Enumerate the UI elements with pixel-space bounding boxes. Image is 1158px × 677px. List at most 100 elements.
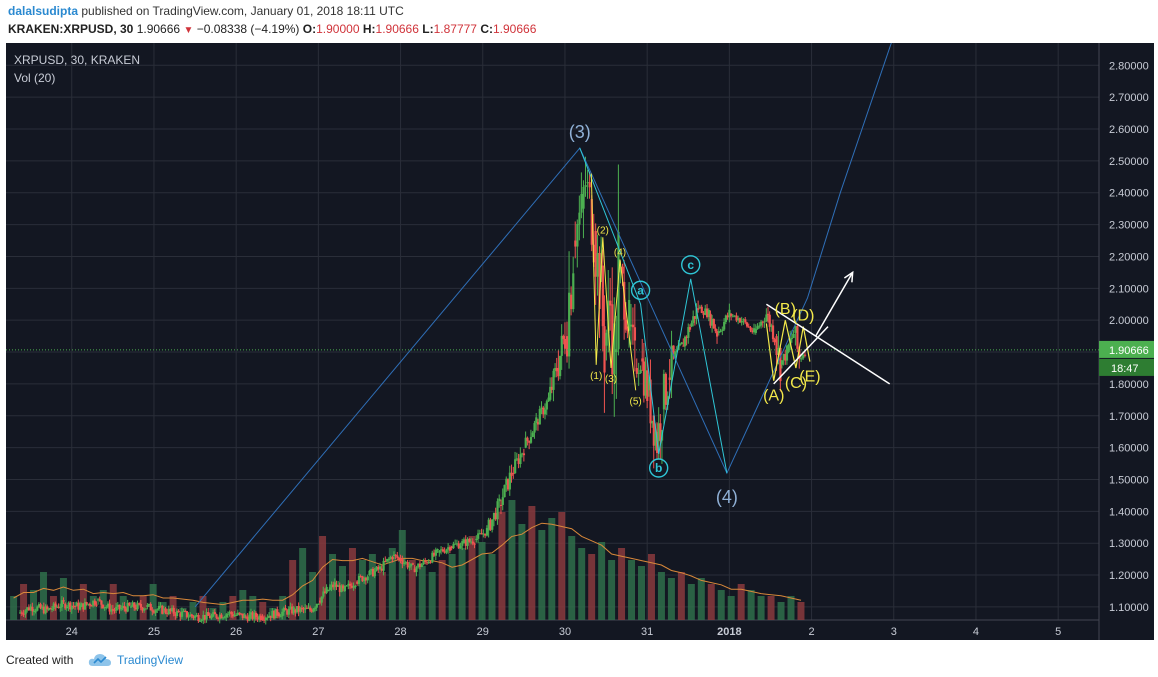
candle-body xyxy=(536,422,540,425)
down-arrow-icon: ▼ xyxy=(183,25,194,36)
candle-body xyxy=(452,544,455,549)
candle-body xyxy=(333,582,336,588)
price-change: −0.08338 (−4.19%) xyxy=(196,22,300,36)
candle-body xyxy=(596,252,599,277)
candle-body xyxy=(225,614,228,618)
candle-body xyxy=(706,308,709,318)
candle-body xyxy=(737,318,740,321)
candle-body xyxy=(702,313,705,315)
candle-body xyxy=(773,339,776,343)
candle-body xyxy=(742,319,745,321)
sub-wave-label: (1) xyxy=(590,371,602,382)
candle-body xyxy=(753,328,756,333)
candle-body xyxy=(503,484,506,498)
candle-body xyxy=(651,420,654,424)
candle-body xyxy=(184,611,187,613)
x-tick-label: 5 xyxy=(1055,626,1061,638)
candle-body xyxy=(570,294,573,310)
candle-body xyxy=(543,409,547,415)
candle-body xyxy=(266,617,269,619)
candle-body xyxy=(499,504,503,506)
candle-body xyxy=(218,614,221,620)
candle-body xyxy=(457,543,460,549)
candle-body xyxy=(207,612,210,616)
candle-body xyxy=(489,519,492,530)
candle-body xyxy=(105,606,108,608)
volume-bar xyxy=(558,512,566,620)
candle-body xyxy=(441,549,445,552)
volume-bar xyxy=(448,554,456,620)
y-tick-label: 2.50000 xyxy=(1109,156,1149,168)
candle-body xyxy=(461,541,464,546)
lower-trendline xyxy=(773,326,829,385)
candle-body xyxy=(251,612,254,619)
candle-body xyxy=(588,182,591,188)
candle-body xyxy=(253,612,256,619)
candle-body xyxy=(662,373,666,410)
candle-body xyxy=(491,519,494,530)
candle-body xyxy=(97,599,100,601)
candle-body xyxy=(357,576,361,584)
candle-body xyxy=(396,555,399,558)
high-label: H: xyxy=(362,22,376,36)
candle-body xyxy=(292,607,295,614)
candle-body xyxy=(754,329,757,333)
candle-body xyxy=(300,607,304,609)
candle-body xyxy=(327,589,330,591)
tradingview-cloud-icon xyxy=(88,654,111,666)
volume-bar xyxy=(358,560,366,620)
candle-body xyxy=(350,585,354,588)
candle-body xyxy=(666,396,669,405)
candle-body xyxy=(152,611,156,613)
candle-body xyxy=(27,607,31,611)
candle-body xyxy=(389,557,392,559)
tradingview-link[interactable]: TradingView xyxy=(117,653,184,667)
candle-body xyxy=(108,603,111,612)
candle-body xyxy=(164,608,167,613)
candle-body xyxy=(468,538,471,542)
candle-body xyxy=(613,323,616,375)
volume-bar xyxy=(149,584,157,620)
candle-body xyxy=(60,600,64,608)
candle-body xyxy=(477,533,480,539)
x-tick-label: 30 xyxy=(559,626,571,638)
price-chart[interactable]: 1.10000 1.20000 1.30000 1.40000 1.50000 1.600… xyxy=(6,43,1154,640)
volume-bar xyxy=(299,548,307,620)
volume-bar xyxy=(777,602,785,620)
volume-bar xyxy=(69,602,77,620)
candle-body xyxy=(779,347,782,382)
candle-body xyxy=(24,610,27,615)
volume-bar xyxy=(279,596,287,620)
wave-label: b xyxy=(655,461,662,475)
candle-body xyxy=(777,347,780,356)
candle-body xyxy=(78,605,82,610)
candle-body xyxy=(32,610,36,612)
breakout-arrow-head xyxy=(843,270,854,283)
candle-body xyxy=(26,607,29,611)
candle-body xyxy=(464,539,467,546)
candle-body xyxy=(248,614,251,621)
symbol-quote-line: KRAKEN:XRPUSD, 30 1.90666 ▼ −0.08338 (−4… xyxy=(8,22,536,36)
candle-body xyxy=(323,591,327,593)
volume-bar xyxy=(40,572,47,620)
candle-body xyxy=(401,559,404,565)
candle-body xyxy=(790,337,794,339)
candle-body xyxy=(560,335,563,356)
volume-bar xyxy=(10,596,18,620)
x-tick-label: 24 xyxy=(66,626,78,638)
candle-body xyxy=(494,512,497,520)
candle-body xyxy=(582,186,585,209)
volume-bar xyxy=(388,548,396,620)
candle-body xyxy=(695,308,698,319)
candle-body xyxy=(408,566,411,568)
author-link[interactable]: dalalsudipta xyxy=(8,4,79,18)
triangle-wave-label: (B) xyxy=(775,301,796,318)
candle-body xyxy=(455,543,459,545)
x-tick-label: 29 xyxy=(477,626,489,638)
candle-body xyxy=(687,327,690,338)
chart-area[interactable]: 1.10000 1.20000 1.30000 1.40000 1.50000 1.600… xyxy=(6,43,1154,640)
current-price-badge xyxy=(1099,340,1154,358)
candle-body xyxy=(802,354,805,359)
candle-body xyxy=(707,309,711,318)
candle-body xyxy=(484,533,487,536)
